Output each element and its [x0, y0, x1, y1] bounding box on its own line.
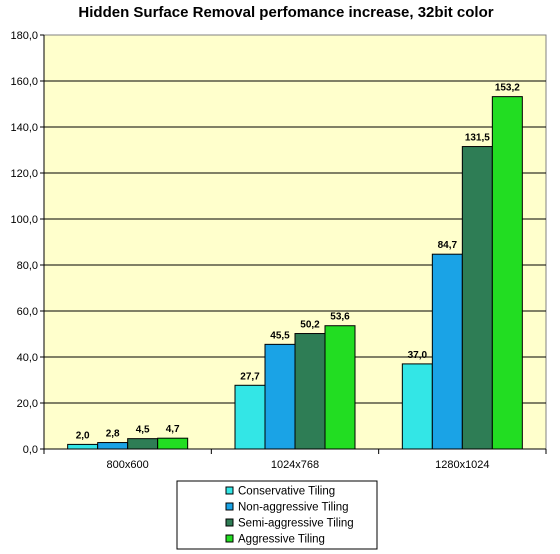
- data-label: 2,0: [76, 430, 90, 441]
- y-tick-label: 180,0: [10, 30, 38, 42]
- y-tick-label: 80,0: [17, 260, 38, 272]
- legend-label: Non-aggressive Tiling: [238, 502, 349, 514]
- data-label: 4,7: [166, 424, 180, 435]
- data-label: 45,5: [270, 330, 290, 341]
- bar: [461, 146, 493, 450]
- data-label: 84,7: [438, 240, 458, 251]
- data-labels: 2,0 2,8 4,5 4,7 27,7 45,5 50,2 53,6 37,0 84,7 131,…: [76, 83, 521, 442]
- legend-label: Semi-aggressive Tiling: [238, 518, 354, 530]
- legend-swatch: [225, 534, 234, 543]
- bar: [157, 437, 189, 450]
- legend-box: [176, 480, 378, 550]
- bar: [264, 343, 296, 450]
- x-tick-label: 800x600: [107, 459, 149, 471]
- bar: [97, 442, 129, 450]
- bar: [324, 325, 356, 450]
- data-label: 50,2: [300, 320, 320, 331]
- x-tick-label: 1024x768: [271, 459, 319, 471]
- data-label: 27,7: [240, 371, 260, 382]
- x-tick-label: 1280x1024: [435, 459, 489, 471]
- bar: [127, 438, 159, 450]
- y-tick-label: 120,0: [10, 168, 38, 180]
- legend-label: Aggressive Tiling: [238, 534, 325, 546]
- y-tick-label: 60,0: [17, 306, 38, 318]
- bar: [67, 443, 99, 450]
- data-label: 53,6: [330, 312, 350, 323]
- bar: [294, 333, 326, 450]
- legend-swatch: [225, 502, 234, 511]
- data-label: 131,5: [465, 133, 490, 144]
- data-label: 37,0: [408, 350, 428, 361]
- chart-title: Hidden Surface Removal perfomance increa…: [78, 4, 493, 21]
- bar: [401, 363, 433, 450]
- y-tick-label: 0,0: [23, 444, 38, 456]
- bar: [491, 96, 523, 450]
- legend-label: Conservative Tiling: [238, 486, 335, 498]
- y-tick-label: 40,0: [17, 352, 38, 364]
- data-label: 153,2: [495, 83, 520, 94]
- data-label: 2,8: [106, 429, 120, 440]
- bar: [234, 384, 266, 450]
- legend-swatch: [225, 518, 234, 527]
- y-tick-label: 140,0: [10, 122, 38, 134]
- legend-swatch: [225, 486, 234, 495]
- bars: [67, 96, 523, 450]
- y-tick-label: 100,0: [10, 214, 38, 226]
- x-axis: 800x600 1024x768 1280x1024: [43, 449, 547, 471]
- data-label: 4,5: [136, 425, 150, 436]
- bar: [431, 253, 463, 450]
- y-tick-label: 20,0: [17, 398, 38, 410]
- y-tick-label: 160,0: [10, 76, 38, 88]
- legend: Conservative Tiling Non-aggressive Tiling…: [176, 480, 378, 550]
